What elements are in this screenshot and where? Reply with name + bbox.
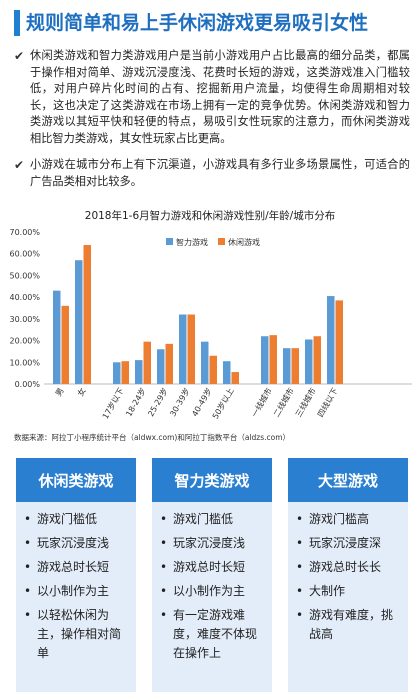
source-note: 数据来源：阿拉丁小程序统计平台（aldwx.com)和阿拉丁指数平台（aldzs… [14, 433, 291, 442]
bullet-item: ✔ 休闲类游戏和智力类游戏用户是当前小游戏用户占比最高的细分品类，都属于操作相对… [14, 48, 410, 147]
chart: 2018年1-6月智力游戏和休闲游戏性别/年龄/城市分布智力游戏 休闲游戏 70.0… [0, 200, 420, 450]
card-title: 休闲类游戏 [16, 458, 136, 502]
bar [61, 305, 69, 384]
bar [135, 360, 143, 384]
card-casual: 休闲类游戏 游戏门槛低 玩家沉浸度浅 游戏总时长短 以小制作为主 以轻松休闲为主… [16, 458, 136, 692]
y-tick-label: 0.00% [15, 380, 41, 389]
card-item: 玩家沉浸度深 [296, 534, 400, 553]
bar [291, 348, 299, 384]
bar [143, 341, 151, 384]
card-puzzle: 智力类游戏 游戏门槛低 玩家沉浸度浅 游戏总时长短 以小制作为主 有一定游戏难度… [152, 458, 272, 692]
y-tick-label: 40.00% [9, 293, 40, 302]
legend-label: 智力游戏 [176, 237, 208, 247]
card-item: 游戏门槛低 [24, 510, 128, 529]
bar [209, 355, 217, 384]
card-item: 游戏门槛高 [296, 510, 400, 529]
x-tick-label: 30-39岁 [167, 386, 191, 418]
bar [223, 361, 231, 384]
x-tick-label: 18-24岁 [123, 386, 147, 418]
y-tick-label: 10.00% [9, 358, 40, 367]
x-tick-label: 17岁以下 [100, 386, 126, 421]
check-icon: ✔ [14, 49, 25, 63]
bar [83, 245, 91, 384]
card-title: 智力类游戏 [152, 458, 272, 502]
legend-label: 休闲游戏 [228, 237, 260, 247]
card-item: 游戏有难度，挑战高 [296, 606, 400, 644]
page-title: 规则简单和易上手休闲游戏更易吸引女性 [26, 12, 369, 34]
y-tick-label: 20.00% [9, 337, 40, 346]
title-accent-bar [14, 10, 20, 36]
card-item: 游戏总时长短 [160, 558, 264, 577]
y-tick-label: 60.00% [9, 250, 40, 259]
bullet-item: ✔ 小游戏在城市分布上有下沉渠道，小游戏具有多行业多场景属性，可适合的广告品类相… [14, 157, 410, 190]
x-tick-label: 四线以下 [315, 386, 340, 419]
card-item: 玩家沉浸度浅 [24, 534, 128, 553]
card-item: 有一定游戏难度，难度不体现在操作上 [160, 606, 264, 663]
y-tick-label: 70.00% [9, 228, 40, 237]
card-item: 游戏门槛低 [160, 510, 264, 529]
card-title: 大型游戏 [288, 458, 408, 502]
chart-title: 2018年1-6月智力游戏和休闲游戏性别/年龄/城市分布 [85, 209, 335, 222]
check-icon: ✔ [14, 158, 25, 172]
bar [53, 290, 61, 384]
x-tick-label: 男 [54, 387, 66, 398]
comparison-cards: 休闲类游戏 游戏门槛低 玩家沉浸度浅 游戏总时长短 以小制作为主 以轻松休闲为主… [16, 458, 408, 694]
bar [75, 260, 83, 384]
card-item: 游戏总时长短 [24, 558, 128, 577]
card-item: 玩家沉浸度浅 [160, 534, 264, 553]
card-item: 游戏总时长长 [296, 558, 400, 577]
bullet-text: 小游戏在城市分布上有下沉渠道，小游戏具有多行业多场景属性，可适合的广告品类相对比… [30, 158, 410, 188]
bar [179, 314, 187, 384]
bar [305, 339, 313, 384]
bar [335, 300, 343, 384]
bar [261, 336, 269, 384]
bar [121, 361, 129, 384]
bar [113, 362, 121, 384]
bar [283, 348, 291, 384]
y-tick-label: 50.00% [9, 271, 40, 280]
bar [165, 343, 173, 384]
bullet-list: ✔ 休闲类游戏和智力类游戏用户是当前小游戏用户占比最高的细分品类，都属于操作相对… [14, 48, 410, 200]
x-tick-label: 二线城市 [271, 386, 296, 419]
legend-swatch [218, 238, 225, 245]
bar [313, 336, 321, 384]
bar [269, 335, 277, 384]
bullet-text: 休闲类游戏和智力类游戏用户是当前小游戏用户占比最高的细分品类，都属于操作相对简单… [30, 49, 410, 145]
card-item: 以轻松休闲为主，操作相对简单 [24, 606, 128, 663]
bar [201, 341, 209, 384]
x-tick-label: 25-29岁 [145, 386, 169, 418]
x-tick-label: 50岁以上 [210, 386, 236, 421]
bar [157, 349, 165, 384]
x-tick-label: 一线城市 [249, 386, 274, 419]
x-tick-label: 女 [75, 386, 88, 398]
card-item: 以小制作为主 [160, 582, 264, 601]
x-tick-label: 三线城市 [293, 386, 318, 419]
bar [327, 296, 335, 384]
title-bar: 规则简单和易上手休闲游戏更易吸引女性 [0, 0, 420, 44]
legend-swatch [166, 238, 173, 245]
card-large: 大型游戏 游戏门槛高 玩家沉浸度深 游戏总时长长 大制作 游戏有难度，挑战高 [288, 458, 408, 692]
bar [231, 372, 239, 384]
y-tick-label: 30.00% [9, 315, 40, 324]
card-item: 以小制作为主 [24, 582, 128, 601]
card-item: 大制作 [296, 582, 400, 601]
bar [187, 314, 195, 384]
x-tick-label: 40-49岁 [189, 386, 213, 418]
